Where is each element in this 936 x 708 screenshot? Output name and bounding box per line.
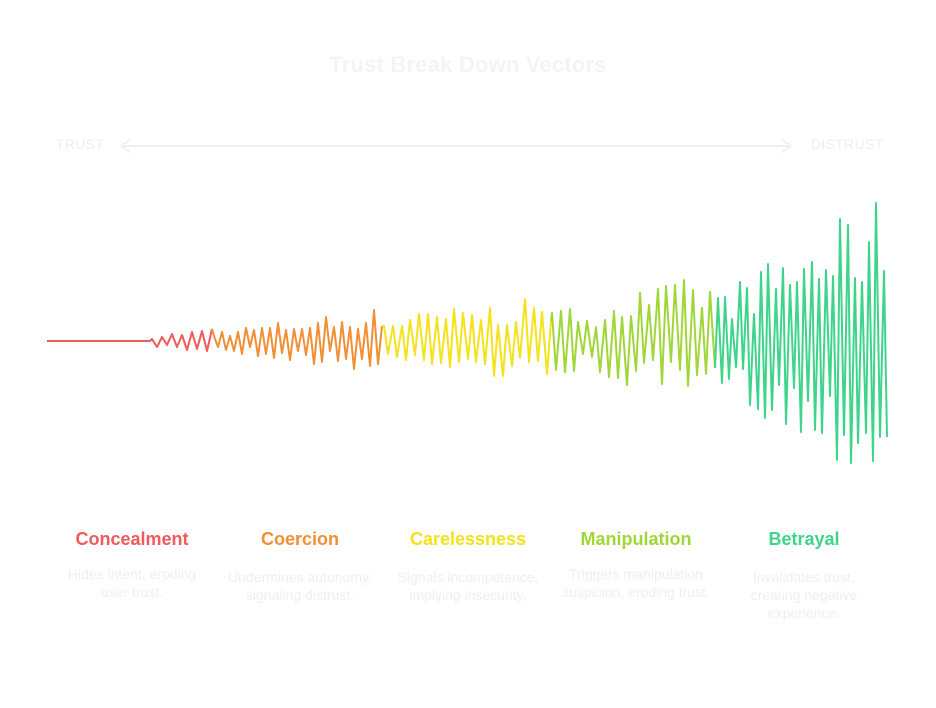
concealment-description: Hides intent, eroding user trust.: [67, 566, 197, 600]
carelessness-description: Signals incompetence, implying insecurit…: [397, 569, 539, 603]
coercion-title: Coercion: [260, 529, 339, 549]
betrayal-description: Invalidates trust, creating negative exp…: [750, 569, 858, 621]
concealment-wave-segment: [47, 328, 213, 352]
manipulation-wave-segment: [550, 279, 716, 387]
concealment-title: Concealment: [75, 529, 189, 549]
diagram-title: Trust Break Down Vectors: [329, 52, 607, 77]
trust-axis-label: TRUST: [56, 136, 105, 152]
manipulation-title: Manipulation: [580, 529, 692, 549]
coercion-description: Undermines autonomy, signaling distrust.: [228, 569, 372, 603]
distrust-axis-label: DISTRUST: [811, 136, 884, 152]
carelessness-title: Carelessness: [409, 529, 527, 549]
coercion-wave-segment: [211, 309, 383, 370]
betrayal-title: Betrayal: [768, 529, 840, 549]
betrayal-wave-segment: [714, 202, 888, 464]
manipulation-description: Triggers manipulation suspicion, eroding…: [562, 566, 710, 600]
carelessness-wave-segment: [382, 298, 552, 377]
